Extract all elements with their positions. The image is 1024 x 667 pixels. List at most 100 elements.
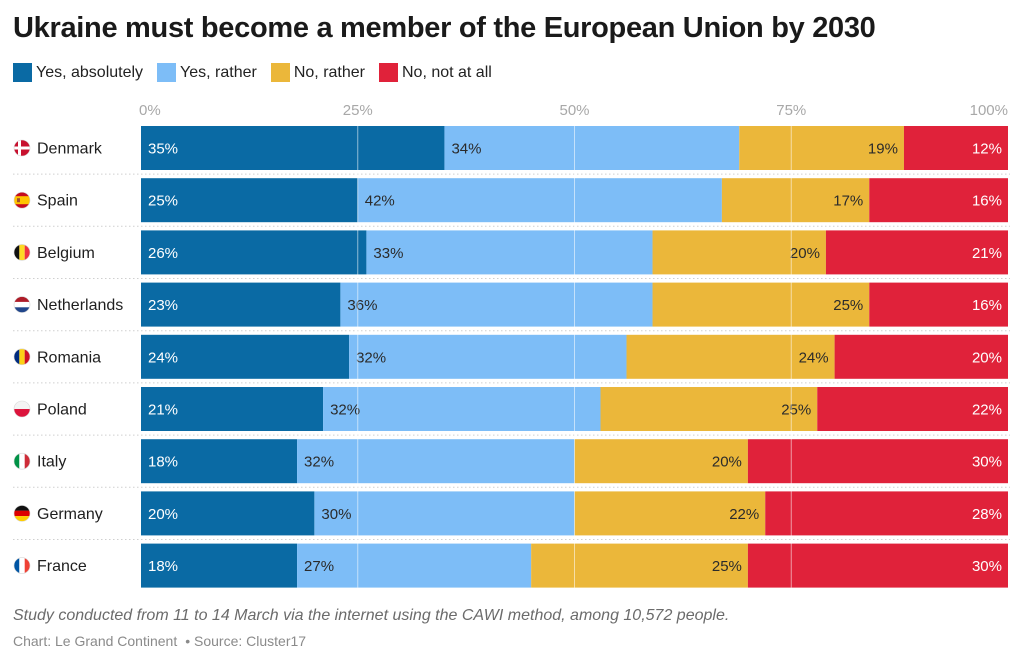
- study-note: Study conducted from 11 to 14 March via …: [13, 607, 730, 624]
- legend-item-yes-absolutely: Yes, absolutely: [13, 63, 143, 82]
- data-label-poland-yes-absolutely: 21%: [148, 402, 178, 419]
- bar-italy-yes-absolutely: [141, 439, 298, 484]
- data-label-netherlands-no-rather: 25%: [833, 297, 863, 314]
- credits: Chart: Le Grand Continent • Source: Clust…: [13, 633, 312, 649]
- flag-poland-icon: [13, 400, 31, 418]
- flag-italy-icon: [13, 452, 31, 470]
- bar-romania-no-not-at-all: [834, 334, 1008, 379]
- data-label-denmark-no-rather: 19%: [868, 141, 898, 158]
- bar-spain-no-not-at-all: [869, 178, 1008, 223]
- bar-denmark-no-rather: [739, 126, 904, 170]
- country-label-netherlands: Netherlands: [37, 297, 123, 314]
- flag-denmark-icon: [13, 139, 31, 157]
- flag-france-icon: [13, 557, 31, 574]
- data-label-netherlands-yes-absolutely: 23%: [148, 297, 178, 314]
- bar-germany-yes-absolutely: [141, 491, 315, 536]
- data-label-denmark-no-not-at-all: 12%: [972, 141, 1002, 158]
- data-label-romania-no-rather: 24%: [799, 349, 829, 366]
- legend-swatch-no-rather: [270, 63, 290, 82]
- bar-denmark-yes-absolutely: [141, 126, 445, 170]
- country-label-france: France: [37, 558, 87, 575]
- data-label-spain-yes-absolutely: 25%: [148, 193, 178, 210]
- bar-italy-no-not-at-all: [747, 439, 1008, 484]
- bar-spain-yes-rather: [357, 178, 722, 223]
- legend-item-no-not-at-all: No, not at all: [378, 63, 492, 82]
- data-label-romania-yes-absolutely: 24%: [148, 349, 178, 366]
- bar-germany-yes-rather: [314, 491, 575, 536]
- data-label-romania-yes-rather: 32%: [356, 349, 386, 366]
- data-label-poland-yes-rather: 32%: [330, 402, 360, 419]
- legend-swatch-yes-rather: [157, 63, 177, 82]
- country-label-italy: Italy: [37, 454, 66, 471]
- bar-netherlands-no-rather: [652, 282, 870, 327]
- data-label-belgium-yes-rather: 33%: [373, 245, 403, 262]
- bar-poland-no-not-at-all: [817, 387, 1008, 431]
- tick-label-2: 50%: [559, 102, 589, 119]
- legend-label-no-rather: No, rather: [293, 63, 365, 81]
- chart-credit: Chart: Le Grand Continent: [13, 633, 178, 649]
- data-label-spain-yes-rather: 42%: [365, 193, 395, 210]
- bar-poland-no-rather: [600, 387, 818, 431]
- data-label-germany-yes-rather: 30%: [321, 506, 351, 523]
- flag-germany-icon: [13, 505, 31, 522]
- bar-poland-yes-absolutely: [141, 387, 324, 431]
- data-label-denmark-yes-rather: 34%: [451, 141, 481, 158]
- bar-belgium-yes-rather: [366, 230, 653, 275]
- data-label-spain-no-rather: 17%: [833, 193, 863, 210]
- tick-label-0: 0%: [139, 102, 161, 119]
- flag-romania-icon: [13, 348, 31, 366]
- bar-belgium-no-rather: [652, 230, 826, 275]
- bar-italy-no-rather: [574, 439, 748, 484]
- bar-romania-no-rather: [626, 334, 835, 379]
- country-label-denmark: Denmark: [37, 141, 103, 158]
- data-label-belgium-yes-absolutely: 26%: [148, 245, 178, 262]
- data-label-poland-no-rather: 25%: [781, 402, 811, 419]
- legend-item-yes-rather: Yes, rather: [157, 63, 257, 82]
- bar-france-no-rather: [531, 543, 748, 588]
- legend-item-no-rather: No, rather: [270, 63, 365, 82]
- data-label-poland-no-not-at-all: 22%: [972, 402, 1002, 419]
- bar-germany-no-rather: [574, 491, 766, 536]
- country-label-poland: Poland: [37, 402, 87, 419]
- legend-swatch-yes-absolutely: [13, 63, 32, 82]
- tick-label-1: 25%: [343, 102, 373, 119]
- data-label-france-no-not-at-all: 30%: [972, 558, 1002, 575]
- bar-belgium-no-not-at-all: [825, 230, 1008, 275]
- data-label-germany-no-rather: 22%: [729, 506, 759, 523]
- legend-label-yes-rather: Yes, rather: [180, 63, 257, 81]
- source-credit: • Source: Cluster17: [185, 633, 307, 649]
- data-label-france-yes-rather: 27%: [304, 558, 334, 575]
- flag-spain-icon: [13, 191, 31, 209]
- flag-netherlands-icon: [13, 296, 31, 313]
- country-label-belgium: Belgium: [37, 245, 95, 262]
- bar-netherlands-yes-rather: [340, 282, 653, 327]
- bar-romania-yes-rather: [349, 334, 627, 379]
- data-label-belgium-no-rather: 20%: [790, 245, 820, 262]
- bar-belgium-yes-absolutely: [141, 230, 367, 275]
- country-label-spain: Spain: [37, 193, 78, 210]
- bar-denmark-no-not-at-all: [903, 126, 1008, 170]
- data-label-italy-no-rather: 20%: [712, 454, 742, 471]
- bar-spain-no-rather: [721, 178, 870, 223]
- legend: Yes, absolutely Yes, rather No, rather N…: [13, 63, 506, 82]
- data-label-belgium-no-not-at-all: 21%: [972, 245, 1002, 262]
- data-label-italy-yes-absolutely: 18%: [148, 454, 178, 471]
- bar-netherlands-no-not-at-all: [869, 282, 1008, 327]
- bar-netherlands-yes-absolutely: [141, 282, 341, 327]
- tick-label-3: 75%: [776, 102, 806, 119]
- data-label-italy-no-not-at-all: 30%: [972, 454, 1002, 471]
- tick-label-4: 100%: [970, 102, 1008, 119]
- stacked-bar-chart: 0% 25% 50% 75% 100% Denmark 35% 34% 19% 12% Spain 2…: [13, 102, 1010, 588]
- data-label-denmark-yes-absolutely: 35%: [148, 141, 178, 158]
- legend-label-yes-absolutely: Yes, absolutely: [36, 63, 144, 81]
- bar-germany-no-not-at-all: [765, 491, 1008, 536]
- legend-swatch-no-not-at-all: [378, 63, 398, 82]
- data-label-spain-no-not-at-all: 16%: [972, 193, 1002, 210]
- country-label-germany: Germany: [37, 506, 103, 523]
- data-label-france-no-rather: 25%: [712, 558, 742, 575]
- data-label-italy-yes-rather: 32%: [304, 454, 334, 471]
- data-label-romania-no-not-at-all: 20%: [972, 349, 1002, 366]
- bar-denmark-yes-rather: [444, 126, 740, 170]
- data-label-germany-no-not-at-all: 28%: [972, 506, 1002, 523]
- bar-spain-yes-absolutely: [141, 178, 358, 223]
